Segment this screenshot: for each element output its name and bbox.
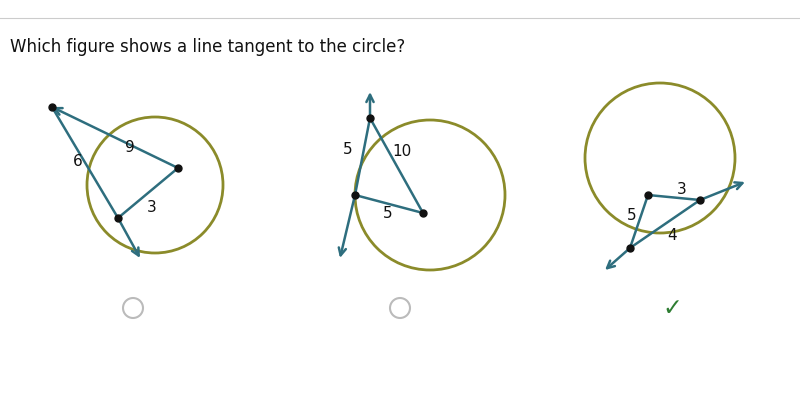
Text: 5: 5	[383, 206, 393, 220]
Text: 4: 4	[667, 228, 677, 243]
Text: 10: 10	[392, 144, 412, 159]
Text: 9: 9	[125, 141, 135, 156]
Text: 5: 5	[343, 143, 353, 158]
Text: 3: 3	[677, 183, 687, 198]
Text: 5: 5	[627, 208, 637, 223]
Text: Which figure shows a line tangent to the circle?: Which figure shows a line tangent to the…	[10, 38, 406, 56]
Text: 3: 3	[147, 201, 157, 215]
Text: 6: 6	[73, 154, 83, 169]
Text: ✓: ✓	[662, 296, 682, 320]
